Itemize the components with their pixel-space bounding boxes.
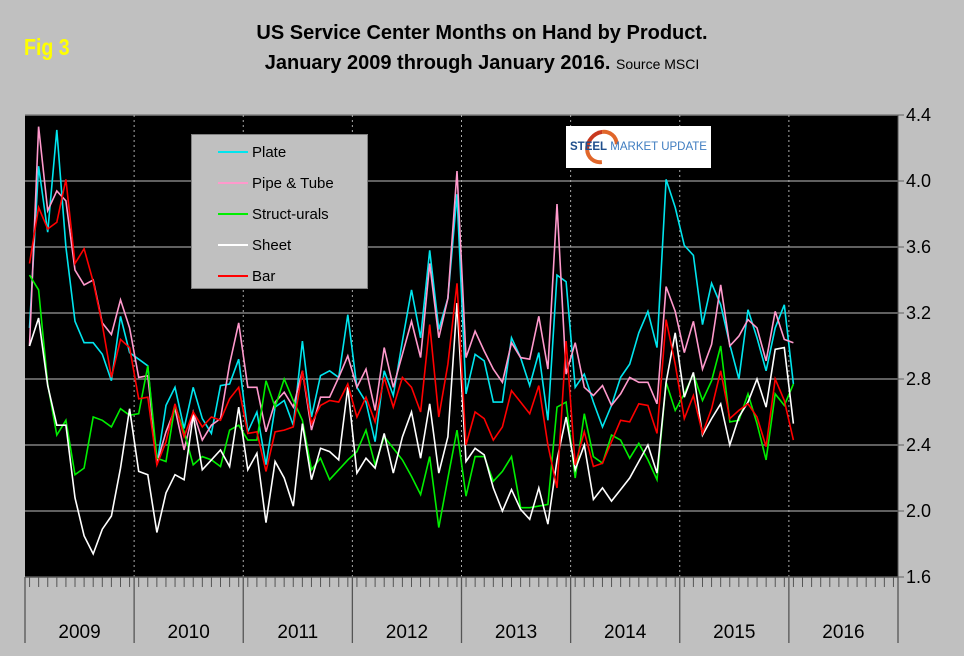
y-tick-label: 2.4 (906, 435, 931, 455)
x-year-label: 2009 (58, 622, 100, 643)
legend-item: Pipe & Tube (192, 173, 334, 193)
legend-label: Struct-urals (252, 205, 329, 223)
legend-swatch (218, 151, 248, 153)
legend-item: Bar (192, 266, 275, 286)
y-tick-label: 2.0 (906, 501, 931, 521)
steel-market-update-logo: STEEL MARKET UPDATE (566, 122, 711, 172)
x-year-label: 2013 (495, 622, 537, 643)
legend-item: Sheet (192, 235, 291, 255)
chart-title-line2-text: January 2009 through January 2016. (264, 52, 611, 74)
legend-swatch (218, 182, 248, 184)
x-year-label: 2014 (604, 622, 647, 643)
legend-label: Pipe & Tube (252, 174, 334, 192)
logo-word2: MARKET UPDATE (610, 141, 707, 153)
y-tick-label: 3.6 (906, 237, 931, 257)
series-line-bar (28, 179, 795, 489)
y-tick-label: 4.4 (906, 105, 931, 125)
x-year-label: 2016 (822, 622, 864, 643)
legend-item: Struct-urals (192, 204, 329, 224)
chart-title-line2: January 2009 through January 2016. Sourc… (0, 52, 964, 75)
x-year-label: 2012 (386, 622, 428, 643)
y-tick-label: 2.8 (906, 369, 931, 389)
legend-label: Sheet (252, 236, 292, 254)
legend-swatch (218, 275, 248, 277)
series-line-sheet (28, 303, 795, 556)
logo-word1: STEEL (570, 141, 608, 153)
chart-title-line1: US Service Center Months on Hand by Prod… (256, 22, 708, 44)
legend: Plate Pipe & Tube Struct-urals Sheet Bar (191, 134, 368, 289)
y-tick-label: 1.6 (906, 567, 931, 587)
x-year-label: 2011 (277, 622, 318, 643)
legend-swatch (218, 213, 248, 215)
legend-label: Plate (252, 143, 287, 161)
y-tick-label: 3.2 (906, 303, 931, 323)
x-year-label: 2010 (168, 622, 210, 643)
x-year-label: 2015 (713, 622, 755, 643)
source-note: Source MSCI (616, 56, 700, 72)
legend-label: Bar (252, 267, 276, 285)
figure-label: Fig 3 (24, 34, 70, 60)
y-tick-label: 4.0 (906, 171, 931, 191)
legend-swatch (218, 244, 248, 246)
legend-item: Plate (192, 142, 286, 162)
